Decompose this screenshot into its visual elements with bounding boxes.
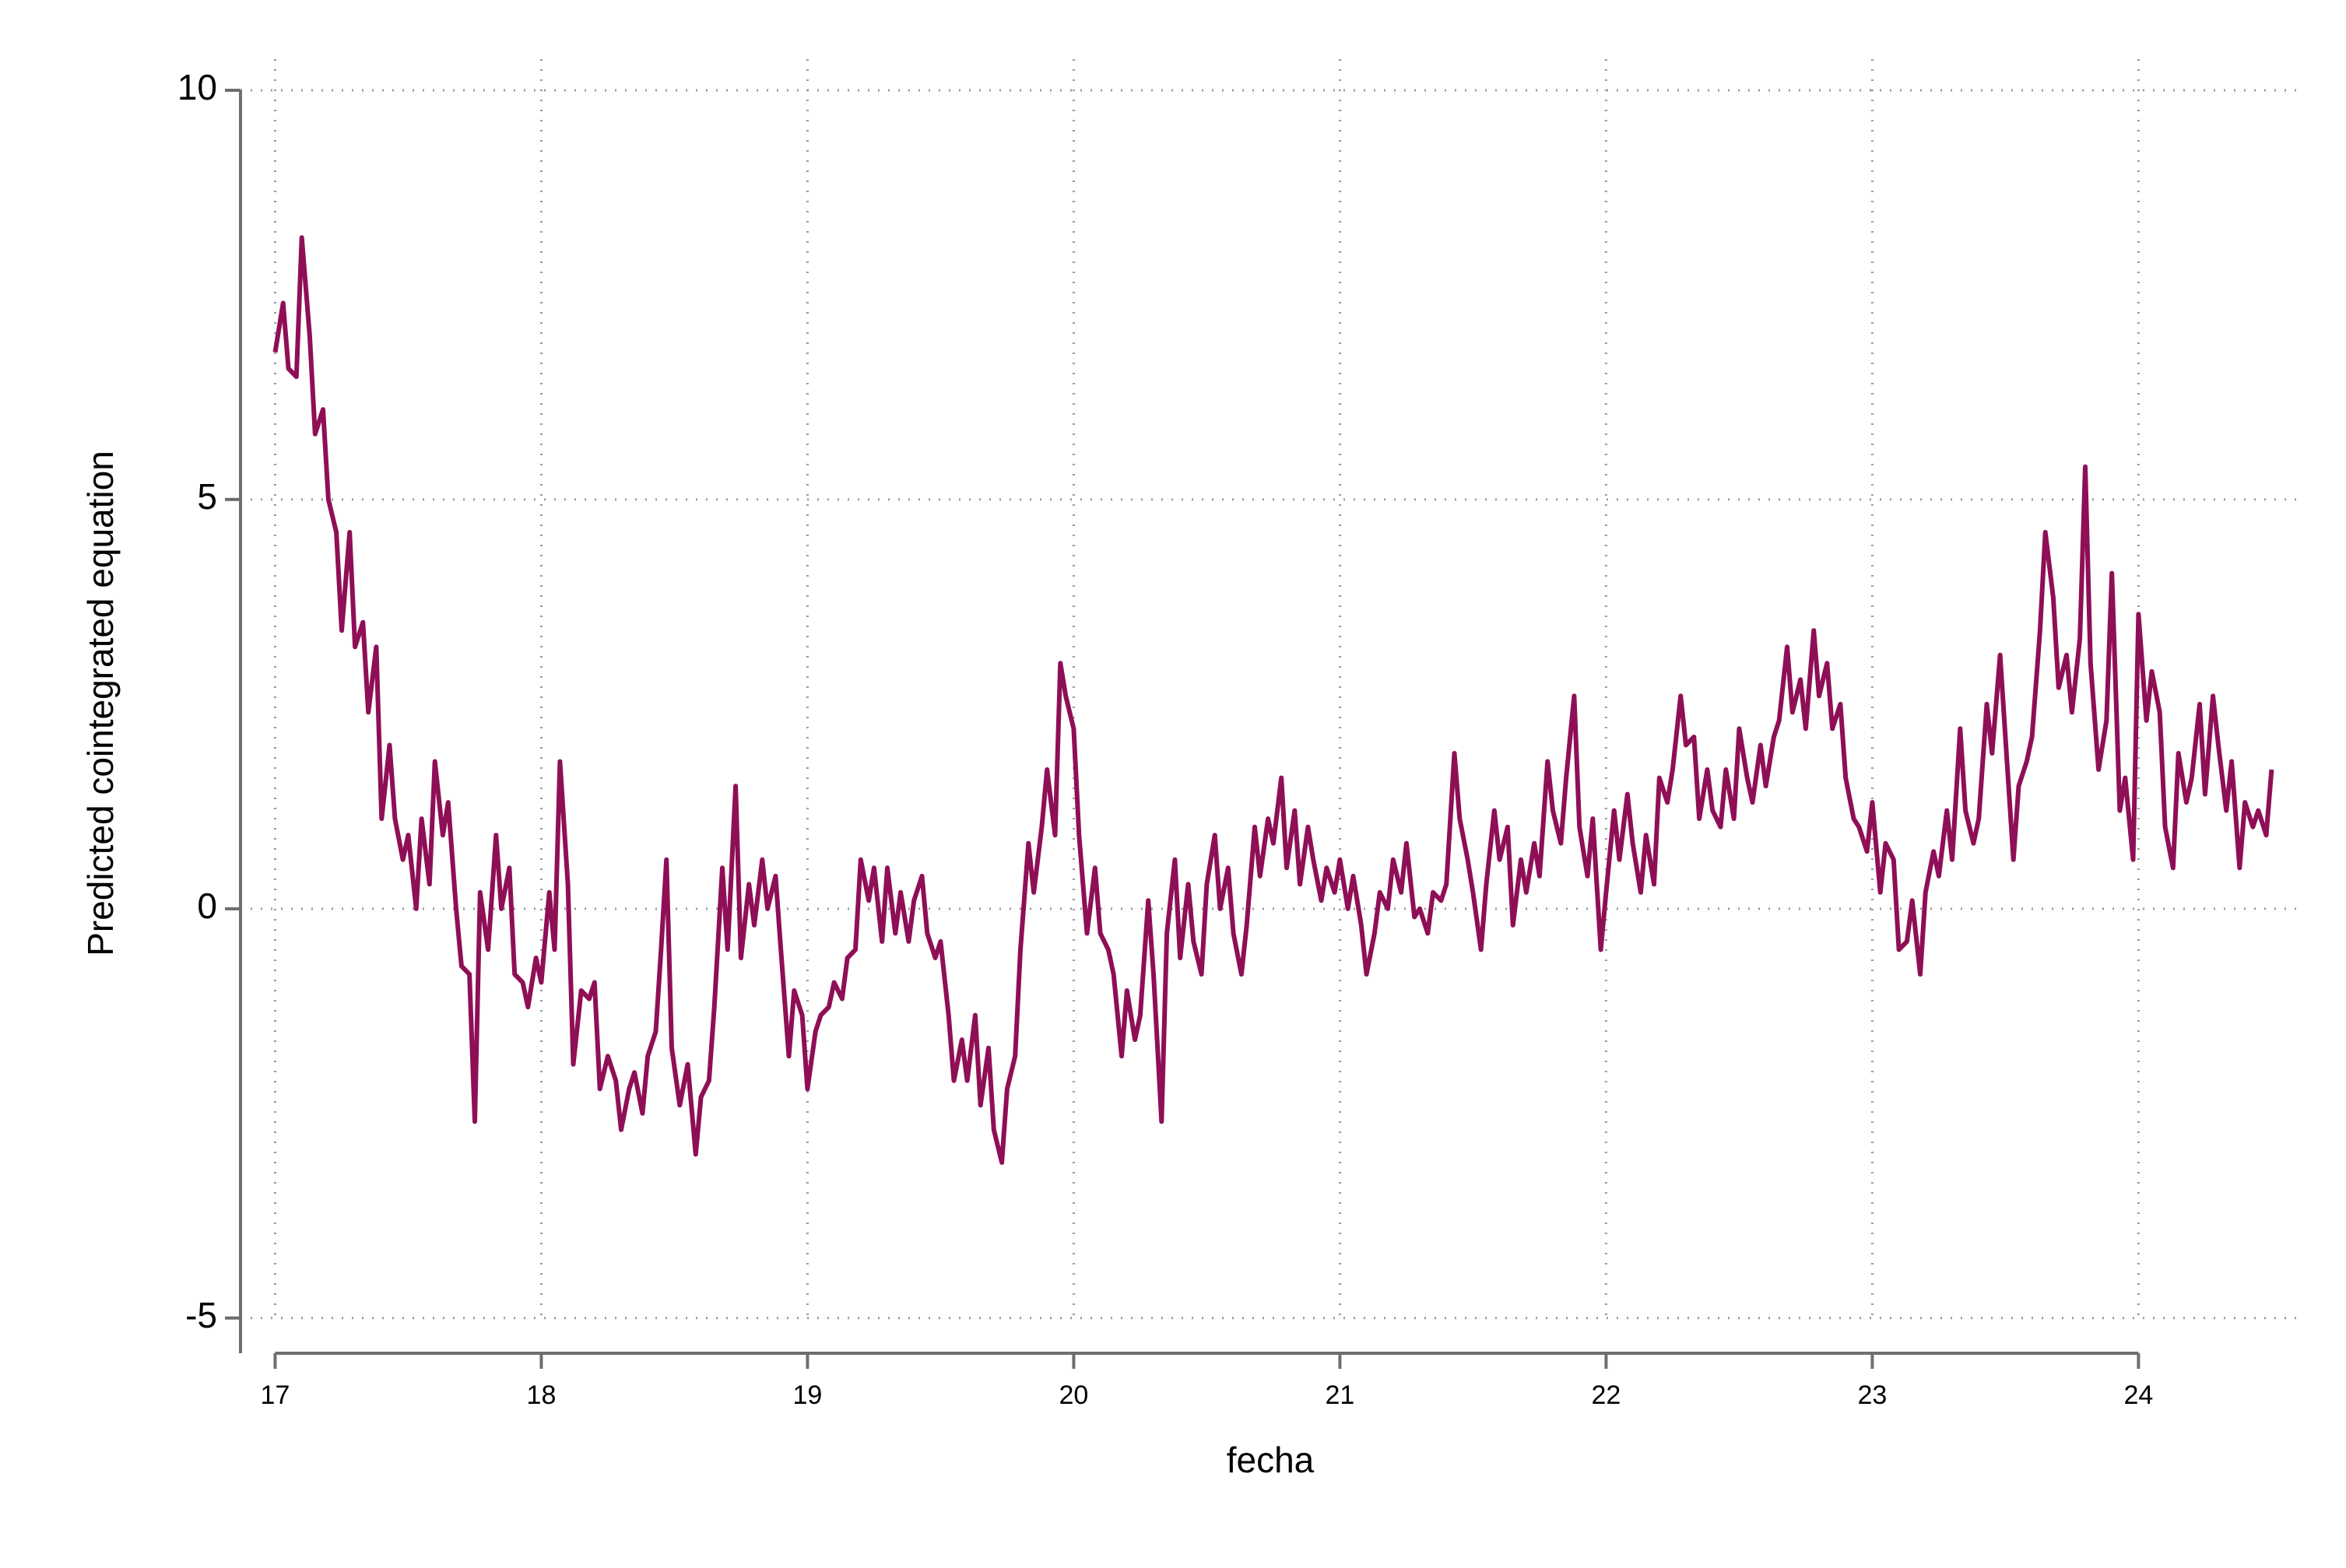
y-tick-label: -5 — [185, 1295, 217, 1335]
x-tick-label: 24 — [2123, 1380, 2153, 1410]
x-tick-label: 20 — [1059, 1380, 1089, 1410]
x-tick-label: 18 — [527, 1380, 557, 1410]
x-tick-label: 23 — [1857, 1380, 1887, 1410]
y-axis-title: Predicted cointegrated equation — [80, 451, 121, 956]
x-tick-label: 22 — [1591, 1380, 1621, 1410]
y-tick-label: 5 — [197, 476, 217, 517]
x-axis-title: fecha — [1227, 1440, 1315, 1480]
x-tick-label: 21 — [1326, 1380, 1355, 1410]
x-tick-label: 17 — [261, 1380, 290, 1410]
y-tick-label: 10 — [177, 67, 217, 107]
y-tick-label: 0 — [197, 886, 217, 926]
data-line — [272, 235, 2274, 1165]
x-tick-label: 19 — [793, 1380, 823, 1410]
